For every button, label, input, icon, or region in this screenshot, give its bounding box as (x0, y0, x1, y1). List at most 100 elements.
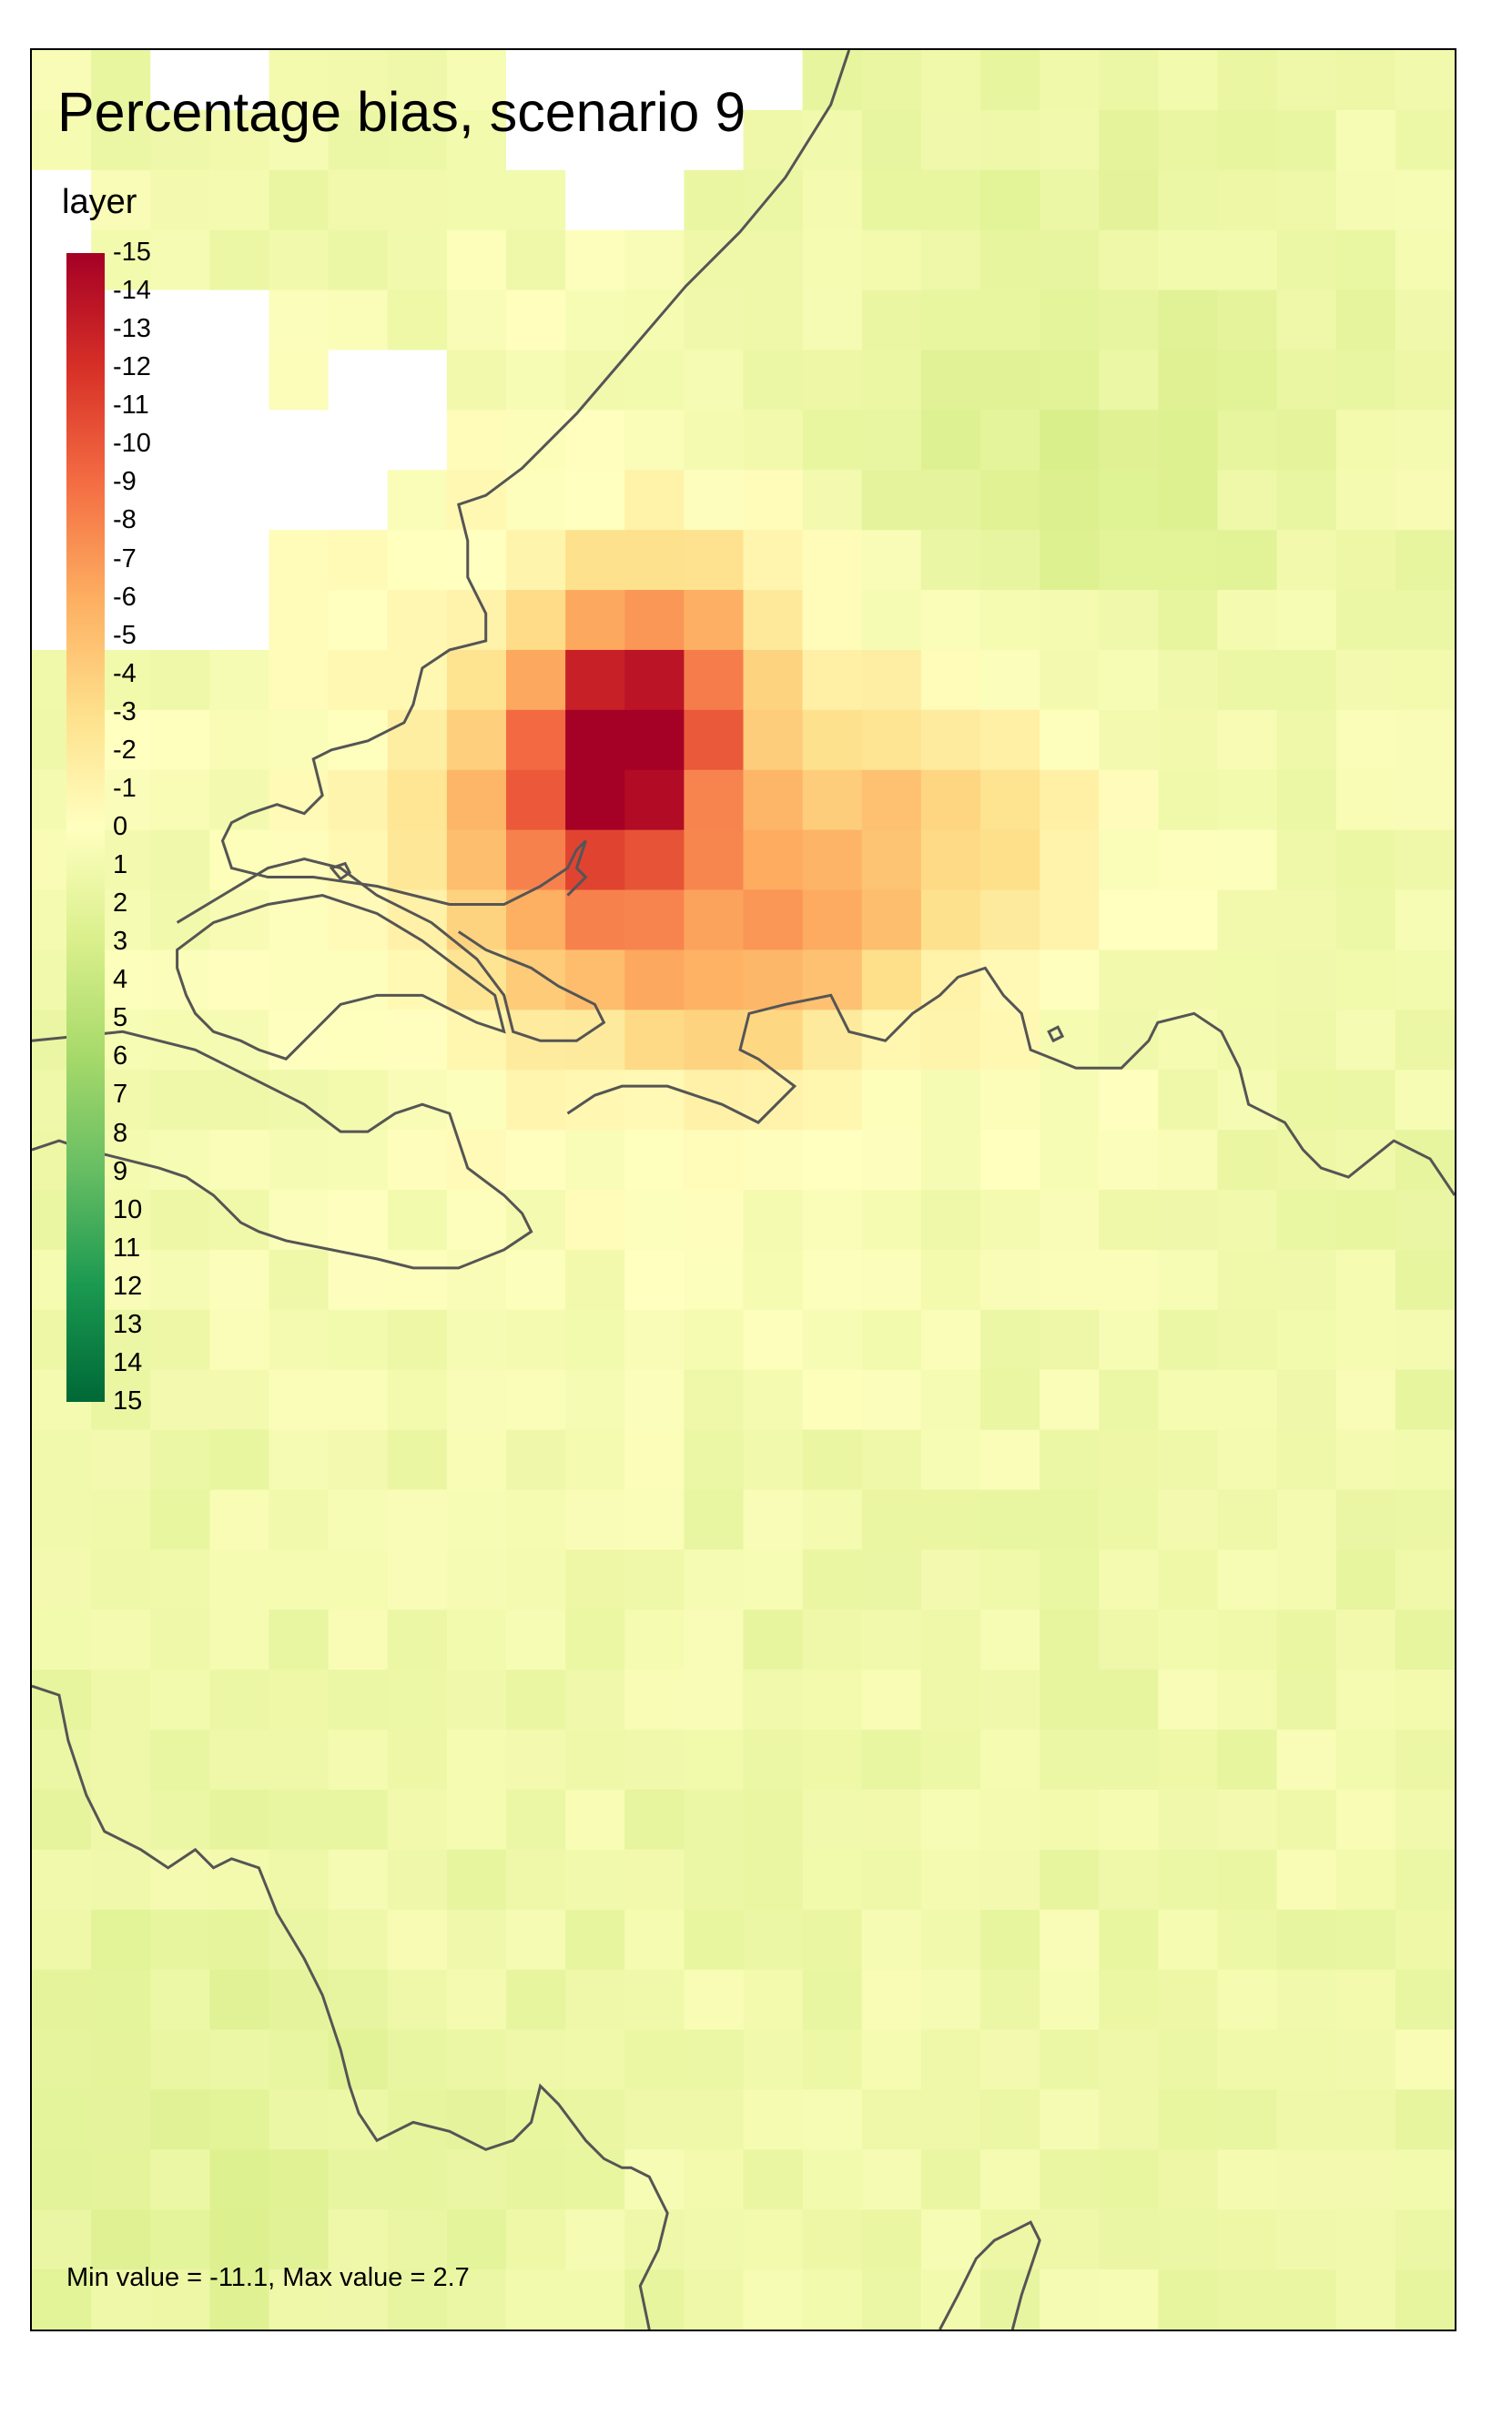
raster-cell (150, 1370, 210, 1430)
raster-cell (1040, 1850, 1100, 1910)
raster-cell (1040, 2269, 1100, 2330)
raster-cell (506, 1489, 566, 1549)
raster-cell (862, 2269, 922, 2330)
raster-cell (980, 1130, 1040, 1190)
raster-cell (1158, 650, 1218, 710)
legend-tick-label: 5 (113, 1005, 127, 1031)
raster-cell (1277, 1190, 1337, 1250)
raster-cell (209, 1850, 269, 1910)
raster-cell (862, 2149, 922, 2209)
raster-cell (150, 1489, 210, 1549)
raster-cell (1395, 1670, 1455, 1730)
raster-cell (329, 710, 389, 770)
raster-cell (684, 2030, 744, 2090)
raster-cell (1336, 2269, 1396, 2330)
raster-cell (91, 2089, 151, 2149)
raster-cell (388, 170, 448, 230)
legend-tick-label: 8 (113, 1121, 127, 1147)
raster-cell (565, 530, 625, 590)
raster-cell (1158, 2149, 1218, 2209)
raster-cell (269, 1730, 330, 1790)
raster-cell (684, 1910, 744, 1970)
raster-cell (506, 1250, 566, 1310)
raster-cell (1277, 2209, 1337, 2269)
raster-cell (447, 710, 507, 770)
raster-cell (388, 230, 448, 290)
raster-cell (1158, 1549, 1218, 1609)
raster-cell (565, 1549, 625, 1609)
raster-cell (1158, 1070, 1218, 1130)
raster-cell (150, 290, 210, 350)
raster-cell (1217, 1670, 1277, 1730)
raster-cell (684, 1070, 744, 1130)
legend-tick-label: 9 (113, 1159, 127, 1185)
raster-cell (209, 1310, 269, 1370)
raster-cell (209, 949, 269, 1010)
raster-cell (1395, 650, 1455, 710)
raster-cell (150, 1430, 210, 1490)
raster-cell (1217, 50, 1277, 110)
raster-cell (1217, 2149, 1277, 2209)
raster-cell (329, 590, 389, 650)
raster-cell (862, 230, 922, 290)
raster-cell (624, 1910, 685, 1970)
raster-cell (565, 2030, 625, 2090)
raster-cell (447, 1670, 507, 1730)
raster-cell (1158, 710, 1218, 770)
raster-cell (150, 410, 210, 470)
raster-cell (684, 1489, 744, 1549)
raster-cell (506, 350, 566, 410)
raster-cell (684, 590, 744, 650)
raster-cell (980, 1489, 1040, 1549)
raster-cell (684, 1850, 744, 1910)
raster-cell (624, 410, 685, 470)
raster-cell (209, 290, 269, 350)
raster-cell (1099, 1489, 1159, 1549)
raster-cell (91, 2030, 151, 2090)
raster-cell (803, 470, 863, 530)
raster-cell (684, 230, 744, 290)
raster-cell (1158, 1910, 1218, 1970)
legend-tick-label: 0 (113, 814, 127, 840)
raster-cell (862, 110, 922, 170)
raster-cell (506, 170, 566, 230)
raster-cell (624, 1670, 685, 1730)
raster-cell (565, 1910, 625, 1970)
raster-cell (209, 1910, 269, 1970)
raster-cell (1336, 1730, 1396, 1790)
raster-cell (329, 170, 389, 230)
raster-cell (1158, 1310, 1218, 1370)
raster-cell (624, 590, 685, 650)
legend-tick-label: -13 (113, 316, 151, 342)
raster-cell (980, 110, 1040, 170)
raster-cell (1099, 1730, 1159, 1790)
raster-cell (921, 170, 981, 230)
raster-cell (1217, 890, 1277, 950)
raster-cell (1158, 949, 1218, 1010)
raster-cell (329, 1549, 389, 1609)
raster-cell (269, 1370, 330, 1430)
raster-cell (506, 1730, 566, 1790)
raster-cell (565, 2089, 625, 2149)
legend-tick-label: -3 (113, 699, 137, 726)
raster-cell (624, 1010, 685, 1070)
raster-cell (209, 1489, 269, 1549)
raster-cell (447, 1070, 507, 1130)
raster-cell (1158, 770, 1218, 830)
raster-cell (506, 1130, 566, 1190)
raster-cell (269, 2089, 330, 2149)
raster-cell (684, 710, 744, 770)
raster-cell (1217, 1370, 1277, 1430)
raster-cell (862, 470, 922, 530)
raster-cell (388, 1790, 448, 1850)
raster-cell (1336, 50, 1396, 110)
legend-tick-label: 4 (113, 967, 127, 993)
raster-cell (862, 1489, 922, 1549)
raster-cell (684, 770, 744, 830)
raster-cell (980, 2209, 1040, 2269)
raster-cell (1158, 410, 1218, 470)
raster-cell (1158, 1609, 1218, 1670)
raster-cell (32, 1790, 92, 1850)
raster-cell (209, 2149, 269, 2209)
raster-cell (624, 2209, 685, 2269)
